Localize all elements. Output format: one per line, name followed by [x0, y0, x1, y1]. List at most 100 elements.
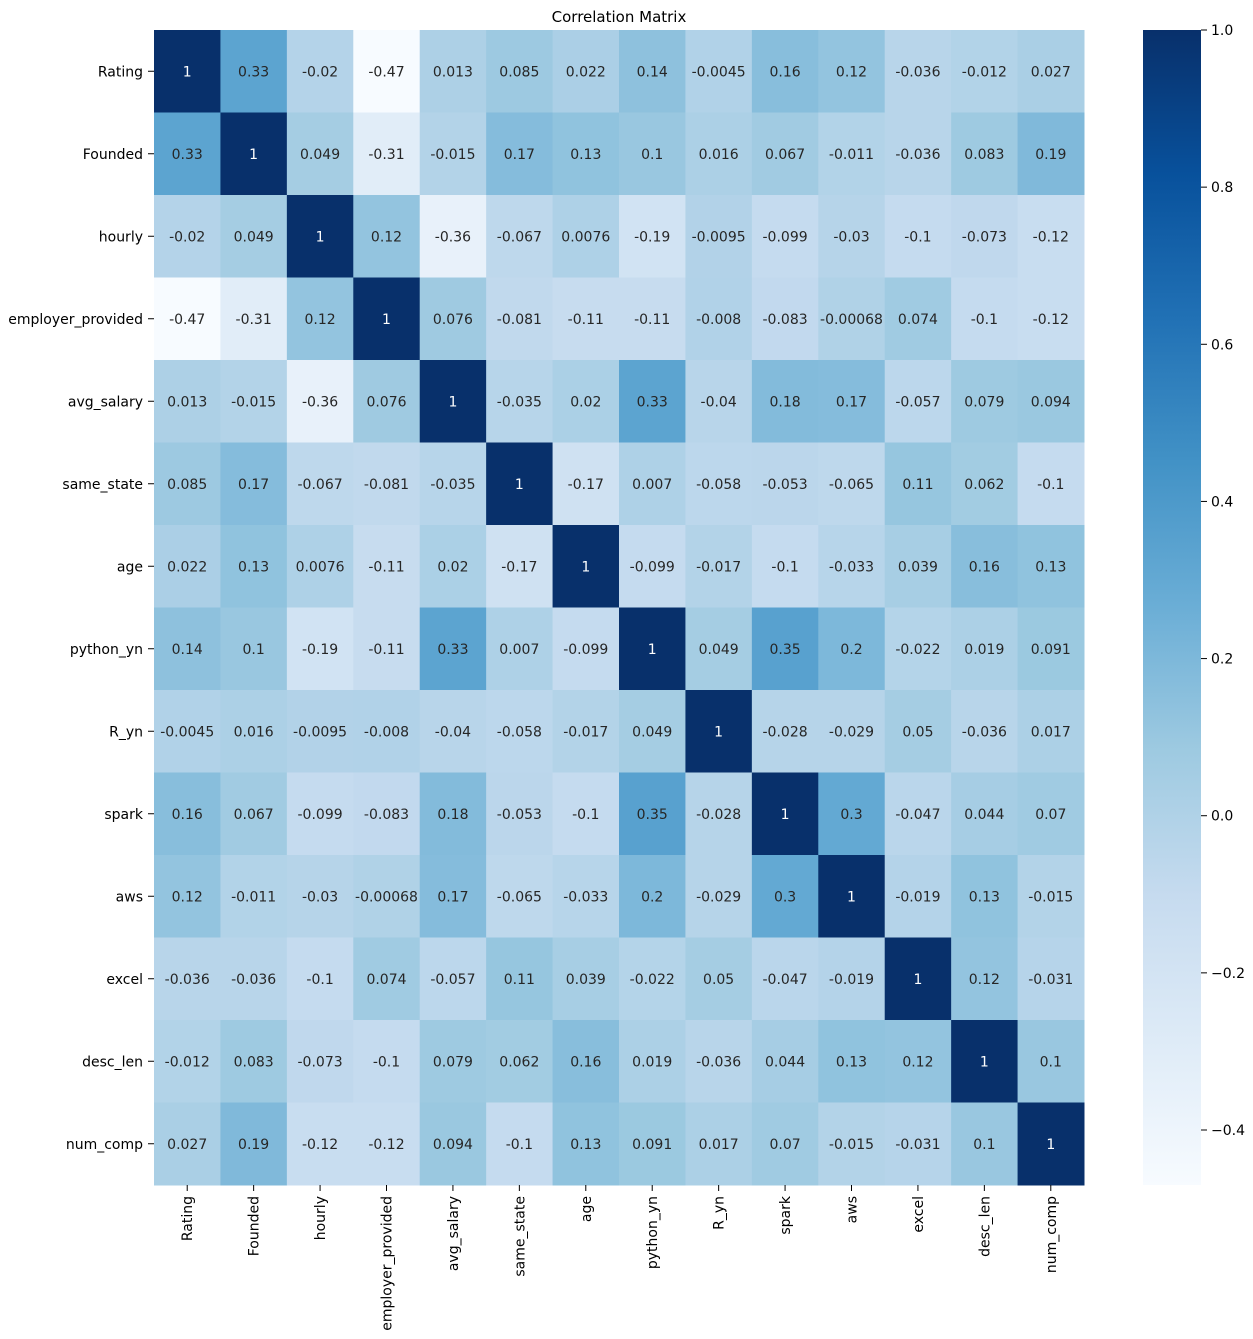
heatmap-cell-R_yn-same_state — [486, 690, 554, 773]
heatmap-cell-python_yn-Rating — [154, 607, 221, 691]
heatmap-cell-age-age — [552, 525, 620, 608]
heatmap-cell-Rating-hourly — [286, 30, 354, 113]
cell-value-label: 1 — [448, 394, 457, 410]
cell-value-label: -0.057 — [895, 394, 940, 410]
heatmap-cell-excel-employer_provided — [353, 937, 421, 1021]
chart-title: Correlation Matrix — [552, 8, 687, 26]
heatmap-cell-python_yn-age — [552, 607, 620, 691]
cell-value-label: 0.16 — [969, 559, 1000, 575]
cell-value-label: -0.11 — [368, 559, 404, 575]
cell-value-label: 0.019 — [964, 642, 1004, 658]
heatmap-cell-employer_provided-aws — [818, 277, 886, 361]
heatmap-cell-avg_salary-desc_len — [951, 360, 1019, 443]
y-tick-label: num_comp — [66, 1137, 143, 1153]
colorbar-gradient — [1143, 30, 1201, 1185]
x-tick-label: spark — [778, 1195, 794, 1235]
cell-value-label: -0.017 — [563, 724, 608, 740]
cell-value-label: -0.047 — [763, 972, 808, 988]
cell-value-label: 1 — [581, 559, 590, 575]
cell-value-label: -0.0045 — [692, 64, 746, 80]
heatmap-cell-employer_provided-employer_provided — [353, 277, 421, 361]
colorbar-tick-label: −0.4 — [1211, 1123, 1245, 1139]
heatmap-cell-same_state-excel — [884, 442, 952, 526]
cell-value-label: 0.013 — [433, 64, 473, 80]
heatmap-cell-avg_salary-age — [552, 360, 620, 443]
heatmap-cell-hourly-same_state — [486, 195, 554, 278]
cell-value-label: 0.0076 — [296, 559, 345, 575]
cell-value-label: 0.027 — [1031, 64, 1071, 80]
heatmap-cell-employer_provided-num_comp — [1017, 277, 1085, 361]
cell-value-label: 1 — [847, 889, 856, 905]
cell-value-label: 0.085 — [499, 64, 539, 80]
heatmap-cell-num_comp-same_state — [486, 1102, 554, 1186]
x-tick-label: excel — [911, 1196, 927, 1233]
heatmap-cell-desc_len-same_state — [486, 1020, 554, 1103]
cell-value-label: 0.16 — [769, 64, 800, 80]
cell-value-label: -0.12 — [368, 1137, 404, 1153]
heatmap-cell-avg_salary-employer_provided — [353, 360, 421, 443]
heatmap-cell-num_comp-excel — [884, 1102, 952, 1186]
heatmap-cell-same_state-num_comp — [1017, 442, 1085, 526]
cell-value-label: -0.36 — [435, 229, 471, 245]
heatmap-cell-spark-desc_len — [951, 772, 1019, 856]
cell-value-label: 0.074 — [366, 972, 406, 988]
heatmap-cell-num_comp-R_yn — [685, 1102, 753, 1186]
y-tick-label: avg_salary — [68, 394, 143, 410]
cell-value-label: -0.022 — [630, 972, 675, 988]
heatmap-cell-Founded-excel — [884, 112, 952, 196]
cell-value-label: -0.04 — [435, 724, 471, 740]
heatmap-cell-avg_salary-spark — [751, 360, 819, 443]
heatmap-cell-avg_salary-same_state — [486, 360, 554, 443]
cell-value-label: -0.00068 — [820, 312, 883, 328]
cell-value-label: 0.083 — [234, 1054, 274, 1070]
cell-value-label: 1 — [515, 477, 524, 493]
heatmap-cell-same_state-employer_provided — [353, 442, 421, 526]
cell-value-label: -0.067 — [298, 477, 343, 493]
cell-value-label: 0.18 — [437, 807, 468, 823]
heatmap-cell-Rating-excel — [884, 30, 952, 113]
cell-value-label: 0.044 — [765, 1054, 805, 1070]
cell-value-label: 0.049 — [234, 229, 274, 245]
heatmap-cell-python_yn-python_yn — [619, 607, 686, 691]
cell-value-label: -0.1 — [572, 807, 599, 823]
cell-value-label: -0.0095 — [692, 229, 746, 245]
heatmap-cell-num_comp-num_comp — [1017, 1102, 1085, 1186]
heatmap-cell-aws-python_yn — [619, 855, 686, 938]
cell-value-label: 0.35 — [637, 807, 668, 823]
heatmap-cell-hourly-age — [552, 195, 620, 278]
cell-value-label: -0.019 — [829, 972, 874, 988]
cell-value-label: 0.11 — [902, 477, 933, 493]
cell-value-label: 1 — [980, 1054, 989, 1070]
cell-value-label: 0.12 — [969, 972, 1000, 988]
heatmap-cell-python_yn-Founded — [220, 607, 288, 691]
y-tick-label: Founded — [83, 147, 143, 163]
heatmap-cell-desc_len-spark — [751, 1020, 819, 1103]
heatmap-cell-age-Founded — [220, 525, 288, 608]
heatmap-cell-employer_provided-same_state — [486, 277, 554, 361]
heatmap-cell-desc_len-avg_salary — [419, 1020, 487, 1103]
cell-value-label: -0.36 — [302, 394, 338, 410]
heatmap-cell-spark-avg_salary — [419, 772, 487, 856]
y-tick-label: employer_provided — [8, 312, 143, 328]
cell-value-label: -0.12 — [1033, 229, 1069, 245]
y-tick-label: hourly — [99, 229, 143, 245]
heatmap-cell-Founded-Rating — [154, 112, 221, 196]
cell-value-label: 0.12 — [304, 312, 335, 328]
heatmap-cell-excel-num_comp — [1017, 937, 1085, 1021]
heatmap-cell-desc_len-hourly — [286, 1020, 354, 1103]
heatmap-cell-spark-age — [552, 772, 620, 856]
cell-value-label: -0.015 — [231, 394, 276, 410]
cell-value-label: 0.12 — [172, 889, 203, 905]
y-tick-label: desc_len — [82, 1054, 143, 1070]
heatmap-cell-employer_provided-spark — [751, 277, 819, 361]
heatmap-cell-Founded-aws — [818, 112, 886, 196]
cell-value-label: -0.31 — [236, 312, 272, 328]
cell-value-label: 0.07 — [1035, 807, 1066, 823]
cell-value-label: 0.044 — [964, 807, 1004, 823]
cell-value-label: 0.016 — [699, 147, 739, 163]
heatmap-cell-num_comp-Rating — [154, 1102, 221, 1186]
heatmap-cell-employer_provided-Founded — [220, 277, 288, 361]
cell-value-label: -0.015 — [1028, 889, 1073, 905]
heatmap-cell-age-Rating — [154, 525, 221, 608]
cell-value-label: -0.028 — [763, 724, 808, 740]
